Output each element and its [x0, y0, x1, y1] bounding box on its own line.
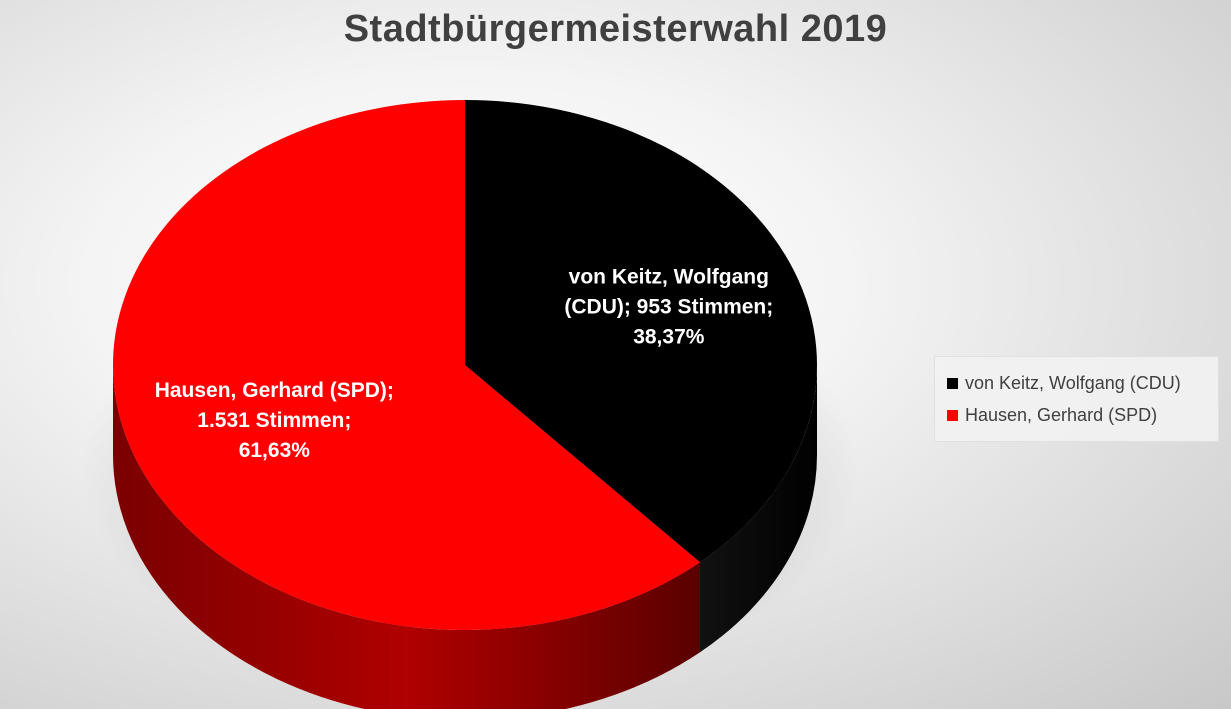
legend-item-hausen-gerhard-spd: Hausen, Gerhard (SPD) — [947, 399, 1206, 431]
data-label-hausen-gerhard-spd: Hausen, Gerhard (SPD); 1.531 Stimmen; 61,6… — [155, 379, 394, 462]
data-label-line: Hausen, Gerhard (SPD); — [155, 379, 394, 402]
pie-slice-von-keitz-wolfgang-cdu — [465, 100, 818, 563]
legend-label: Hausen, Gerhard (SPD) — [965, 404, 1158, 425]
legend-swatch — [947, 377, 958, 389]
data-label-line: von Keitz, Wolfgang — [569, 265, 769, 288]
data-label-line: 61,63% — [239, 439, 311, 462]
chart-title: Stadtbürgermeisterwahl 2019 — [343, 8, 888, 50]
data-label-line: 1.531 Stimmen; — [197, 409, 351, 432]
pie-side-hausen-gerhard-spd — [113, 365, 701, 709]
data-label-line: (CDU); 953 Stimmen; — [564, 295, 773, 318]
pie-side-von-keitz-wolfgang-cdu — [700, 365, 817, 653]
legend-swatch — [947, 409, 958, 421]
data-label-line: 38,37% — [633, 325, 705, 348]
data-label-von-keitz-wolfgang-cdu: von Keitz, Wolfgang (CDU); 953 Stimmen; 38… — [564, 265, 773, 348]
legend-item-von-keitz-wolfgang-cdu: von Keitz, Wolfgang (CDU) — [947, 367, 1206, 399]
legend-label: von Keitz, Wolfgang (CDU) — [965, 372, 1181, 393]
legend: von Keitz, Wolfgang (CDU) Hausen, Gerhard… — [934, 356, 1219, 442]
pie-slice-hausen-gerhard-spd — [113, 100, 701, 630]
